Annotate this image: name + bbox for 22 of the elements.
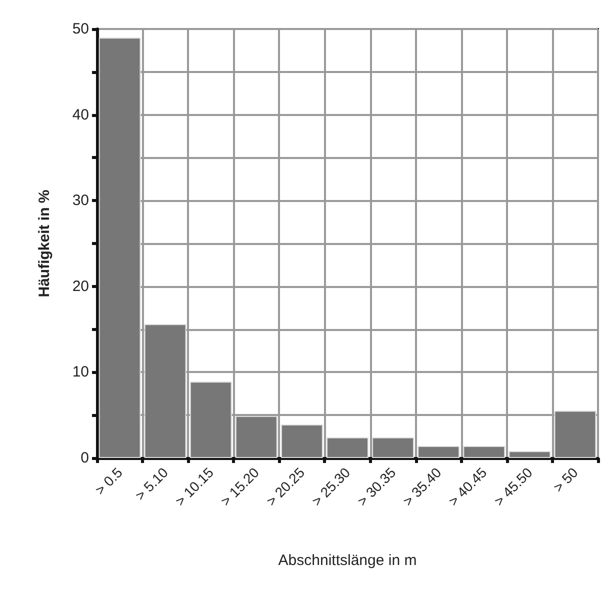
x-axis-title: Abschnittslänge in m bbox=[278, 552, 417, 569]
bar bbox=[554, 410, 596, 458]
bar bbox=[281, 424, 323, 458]
bar bbox=[98, 38, 141, 458]
bar bbox=[326, 437, 368, 458]
x-tick-label: > 50 bbox=[550, 464, 582, 496]
y-tick-label: 10 bbox=[72, 364, 89, 381]
bar bbox=[508, 451, 551, 458]
bar bbox=[144, 324, 186, 458]
bar bbox=[372, 437, 414, 458]
bar bbox=[463, 446, 506, 458]
y-axis-title: Häufigkeit in % bbox=[36, 190, 53, 298]
bar bbox=[418, 446, 460, 458]
y-tick-label: 40 bbox=[72, 106, 89, 124]
y-tick-label: 30 bbox=[72, 192, 89, 210]
x-tick-label: > 5.10 bbox=[132, 464, 172, 504]
y-tick-label: 0 bbox=[80, 450, 89, 466]
bar bbox=[235, 416, 278, 458]
y-tick-label: 20 bbox=[72, 278, 89, 295]
x-tick-label: > 0.5 bbox=[92, 464, 126, 498]
bar bbox=[190, 382, 232, 458]
y-tick-label: 50 bbox=[72, 20, 89, 38]
